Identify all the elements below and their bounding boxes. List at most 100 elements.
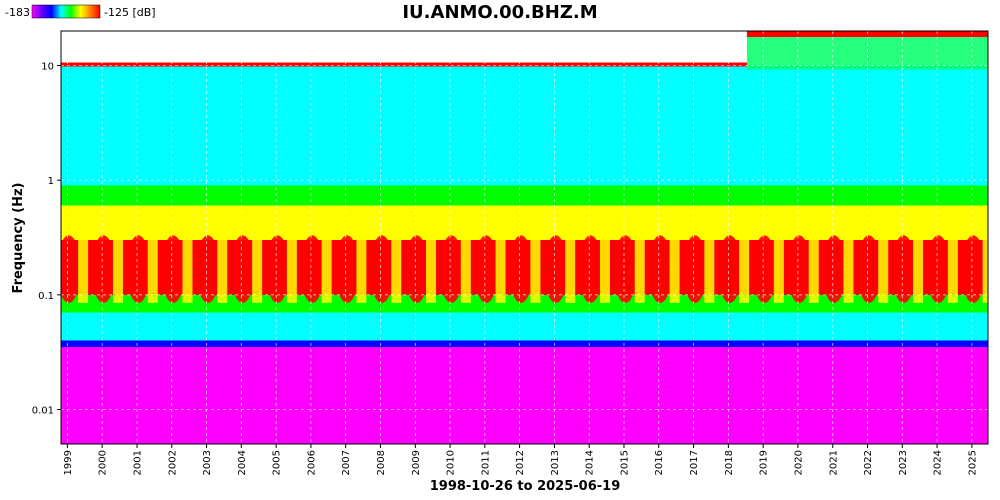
summer-microseism-minimum (321, 235, 332, 303)
winter-microseism-maximum (161, 235, 186, 303)
winter-microseism-maximum (926, 235, 951, 303)
winter-microseism-maximum (822, 235, 847, 303)
winter-microseism-maximum (195, 235, 220, 303)
x-tick-label: 2012 (515, 450, 526, 475)
x-tick-label: 2017 (689, 450, 700, 475)
y-tick-label: 1 (48, 176, 54, 187)
x-tick-label: 2003 (202, 450, 213, 475)
winter-microseism-maximum (682, 235, 707, 303)
x-tick-label: 2016 (654, 450, 665, 475)
summer-microseism-minimum (565, 235, 576, 303)
x-tick-label: 2015 (619, 450, 630, 475)
seasonal-microseism-layer (61, 235, 988, 303)
x-tick-label: 2008 (376, 450, 387, 475)
y-axis-ticks: 10 1 0.1 0.01 (32, 62, 61, 416)
summer-microseism-minimum (912, 235, 923, 303)
x-tick-label: 2023 (898, 450, 909, 475)
summer-microseism-minimum (843, 235, 854, 303)
x-tick-label: 2019 (759, 450, 770, 475)
winter-microseism-maximum (891, 235, 916, 303)
x-axis-ticks: 1999 2000 2001 2002 2003 2004 2005 2006 2007 2008… (63, 444, 978, 475)
winter-microseism-maximum (91, 235, 116, 303)
summer-microseism-minimum (391, 235, 402, 303)
grid-lines (61, 31, 988, 444)
x-tick-label: 2014 (585, 450, 596, 475)
winter-microseism-maximum (543, 235, 568, 303)
summer-microseism-minimum (182, 235, 193, 303)
summer-microseism-minimum (739, 235, 750, 303)
winter-microseism-maximum (578, 235, 603, 303)
summer-microseism-minimum (773, 235, 784, 303)
y-tick-label: 0.1 (38, 291, 54, 302)
summer-microseism-minimum (704, 235, 715, 303)
summer-microseism-minimum (356, 235, 367, 303)
summer-microseism-minimum (808, 235, 819, 303)
x-tick-label: 2006 (306, 450, 317, 475)
summer-microseism-minimum (530, 235, 541, 303)
x-tick-label: 2011 (480, 450, 491, 475)
winter-microseism-maximum (61, 235, 81, 303)
colorbar: -183 -125 [dB] (5, 4, 156, 19)
winter-microseism-maximum (439, 235, 464, 303)
winter-microseism-maximum (230, 235, 255, 303)
x-tick-label: 2001 (133, 450, 144, 475)
x-tick-label: 2005 (272, 450, 283, 475)
x-tick-label: 2020 (793, 450, 804, 475)
x-tick-label: 2024 (933, 450, 944, 475)
winter-microseism-maximum (613, 235, 638, 303)
summer-microseism-minimum (982, 235, 988, 303)
winter-microseism-maximum (787, 235, 812, 303)
summer-microseism-minimum (286, 235, 297, 303)
winter-microseism-maximum (717, 235, 742, 303)
winter-microseism-maximum (369, 235, 394, 303)
winter-microseism-maximum (752, 235, 777, 303)
y-tick-label: 10 (41, 62, 54, 73)
summer-microseism-minimum (217, 235, 228, 303)
colorbar-min-label: -183 (5, 6, 30, 19)
colorbar-gradient (31, 4, 101, 19)
winter-microseism-maximum (265, 235, 290, 303)
chart-title: IU.ANMO.00.BHZ.M (402, 2, 597, 23)
summer-microseism-minimum (252, 235, 263, 303)
winter-microseism-maximum (335, 235, 360, 303)
summer-microseism-minimum (426, 235, 437, 303)
winter-microseism-maximum (126, 235, 151, 303)
x-tick-label: 2018 (724, 450, 735, 475)
x-tick-label: 2004 (237, 450, 248, 475)
plot-frame (60, 30, 989, 445)
x-tick-label: 2007 (341, 450, 352, 475)
nyquist-edge-before (61, 62, 747, 67)
x-tick-label: 2009 (411, 450, 422, 475)
x-tick-label: 2002 (167, 450, 178, 475)
x-axis-label: 1998-10-26 to 2025-06-19 (430, 479, 621, 494)
winter-microseism-maximum (961, 235, 986, 303)
summer-microseism-minimum (947, 235, 958, 303)
plot-area (61, 31, 988, 444)
x-tick-label: 2010 (446, 450, 457, 475)
summer-microseism-minimum (878, 235, 889, 303)
x-tick-label: 2022 (863, 450, 874, 475)
summer-microseism-minimum (78, 235, 89, 303)
winter-microseism-maximum (648, 235, 673, 303)
winter-microseism-maximum (404, 235, 429, 303)
summer-microseism-minimum (112, 235, 123, 303)
summer-microseism-minimum (669, 235, 680, 303)
x-tick-label: 2000 (98, 450, 109, 475)
winter-microseism-maximum (508, 235, 533, 303)
summer-microseism-minimum (495, 235, 506, 303)
winter-microseism-maximum (300, 235, 325, 303)
x-tick-label: 2013 (550, 450, 561, 475)
summer-microseism-minimum (460, 235, 471, 303)
summer-microseism-minimum (599, 235, 610, 303)
summer-microseism-minimum (634, 235, 645, 303)
colorbar-max-label: -125 [dB] (104, 6, 156, 19)
y-tick-label: 0.01 (32, 405, 54, 416)
x-tick-label: 1999 (63, 450, 74, 475)
winter-microseism-maximum (474, 235, 499, 303)
x-tick-label: 2025 (967, 450, 978, 475)
y-axis-label: Frequency (Hz) (11, 183, 26, 294)
summer-microseism-minimum (147, 235, 158, 303)
winter-microseism-maximum (856, 235, 881, 303)
x-tick-label: 2021 (828, 450, 839, 475)
